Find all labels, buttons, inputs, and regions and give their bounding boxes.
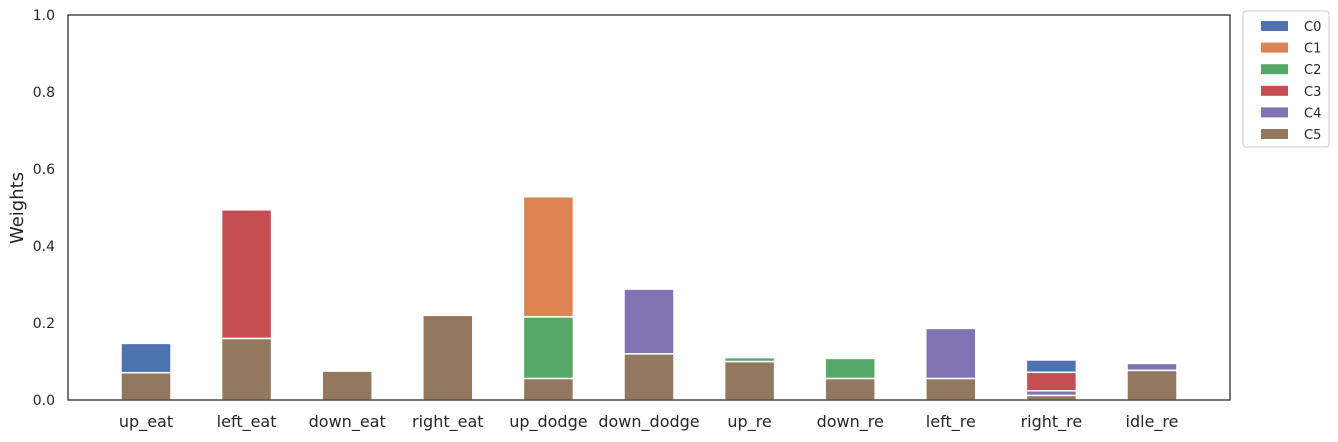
legend-label-c1: C1 (1304, 42, 1321, 57)
bar-segment-c2-up_re (723, 356, 776, 363)
y-tick-label: 0.0 (33, 393, 55, 409)
x-tick-label-up_eat: up_eat (119, 412, 173, 432)
y-tick-label: 0.2 (33, 316, 55, 332)
bar-segment-c5-up_dodge (522, 377, 575, 401)
x-tick-label-up_re: up_re (727, 412, 771, 432)
plot-frame (67, 14, 1231, 401)
legend-label-c3: C3 (1304, 85, 1321, 100)
bar-segment-c5-left_re (925, 377, 977, 401)
bar-segment-c5-down_dodge (623, 353, 675, 401)
legend-label-c4: C4 (1304, 106, 1321, 121)
x-tick-label-left_eat: left_eat (217, 412, 277, 432)
bar-segment-c2-down_re (824, 357, 876, 380)
bar-segment-c5-down_eat (321, 370, 373, 401)
bar-segment-c0-up_eat (120, 342, 172, 374)
legend-label-c0: C0 (1304, 20, 1321, 35)
y-axis-ticks: 0.0 0.2 0.4 0.6 0.8 1.0 (33, 8, 55, 409)
x-tick-label-up_dodge: up_dodge (509, 412, 587, 432)
legend-swatch-c0 (1261, 21, 1288, 31)
legend-swatch-c1 (1261, 42, 1288, 53)
legend-swatch-c3 (1261, 85, 1288, 96)
bar-segment-c4-left_re (925, 327, 977, 380)
x-tick-label-right_re: right_re (1021, 412, 1083, 432)
y-tick-label: 0.6 (33, 162, 55, 178)
x-tick-label-down_dodge: down_dodge (598, 412, 699, 432)
bar-segment-c5-up_eat (120, 371, 172, 401)
bar-segment-c3-left_eat (220, 209, 273, 340)
bar-segment-c4-down_dodge (623, 288, 675, 355)
bar-segment-c0-right_re (1025, 359, 1078, 374)
legend-swatch-c4 (1261, 107, 1288, 118)
x-tick-label-right_eat: right_eat (412, 412, 484, 432)
y-axis-title: Weights (7, 172, 28, 244)
legend-swatch-c5 (1261, 129, 1288, 139)
bar-segment-c3-right_re (1025, 371, 1078, 392)
x-tick-label-down_re: down_re (817, 412, 884, 432)
bar-segment-c1-up_dodge (522, 195, 575, 318)
bars-group (120, 195, 1178, 401)
x-tick-label-left_re: left_re (926, 412, 976, 432)
legend: C0 C1 C2 C3 C4 C5 (1242, 10, 1330, 148)
legend-swatch-c2 (1261, 64, 1288, 75)
x-tick-label-idle_re: idle_re (1126, 412, 1179, 432)
bar-segment-c5-left_eat (220, 337, 273, 401)
bar-segment-c5-right_eat (422, 314, 474, 401)
legend-label-c5: C5 (1304, 128, 1321, 143)
bar-segment-c5-idle_re (1126, 369, 1178, 401)
y-tick-label: 0.8 (33, 85, 55, 101)
bar-segment-c5-up_re (723, 360, 776, 401)
y-tick-label: 1.0 (33, 8, 55, 24)
bar-segment-c2-up_dodge (522, 316, 575, 380)
y-tick-label: 0.4 (33, 239, 55, 255)
bar-segment-c4-idle_re (1126, 362, 1178, 372)
x-tick-label-down_eat: down_eat (309, 412, 386, 432)
x-axis-ticks: up_eat left_eat down_eat right_eat up_dodge d… (119, 412, 1179, 432)
bar-segment-c5-down_re (824, 377, 876, 401)
legend-label-c2: C2 (1304, 63, 1321, 78)
